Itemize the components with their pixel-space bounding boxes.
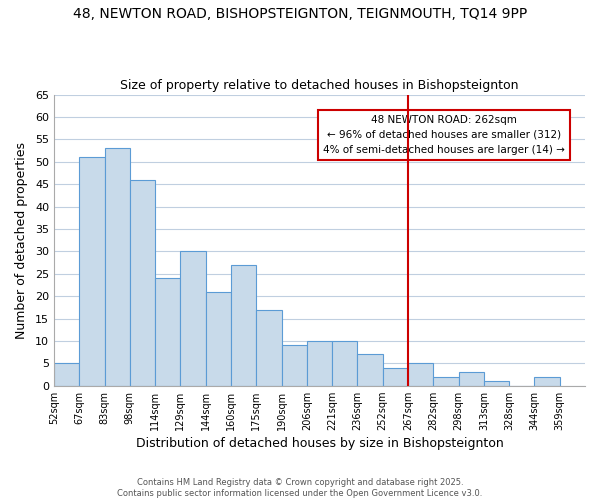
Bar [155, 278, 181, 386]
Bar [358, 354, 383, 386]
Text: Contains HM Land Registry data © Crown copyright and database right 2025.
Contai: Contains HM Land Registry data © Crown c… [118, 478, 482, 498]
Bar [79, 158, 104, 386]
Bar [104, 148, 130, 386]
Bar [383, 368, 408, 386]
Bar [458, 372, 484, 386]
Text: 48 NEWTON ROAD: 262sqm
← 96% of detached houses are smaller (312)
4% of semi-det: 48 NEWTON ROAD: 262sqm ← 96% of detached… [323, 115, 565, 154]
Bar [332, 341, 358, 386]
Bar [54, 364, 79, 386]
Bar [535, 376, 560, 386]
Bar [484, 381, 509, 386]
Bar [130, 180, 155, 386]
Y-axis label: Number of detached properties: Number of detached properties [15, 142, 28, 338]
Bar [433, 376, 458, 386]
Bar [231, 265, 256, 386]
Bar [307, 341, 332, 386]
Bar [206, 292, 231, 386]
Bar [256, 310, 281, 386]
Bar [281, 346, 307, 386]
Text: 48, NEWTON ROAD, BISHOPSTEIGNTON, TEIGNMOUTH, TQ14 9PP: 48, NEWTON ROAD, BISHOPSTEIGNTON, TEIGNM… [73, 8, 527, 22]
X-axis label: Distribution of detached houses by size in Bishopsteignton: Distribution of detached houses by size … [136, 437, 503, 450]
Bar [181, 252, 206, 386]
Title: Size of property relative to detached houses in Bishopsteignton: Size of property relative to detached ho… [120, 79, 519, 92]
Bar [408, 364, 433, 386]
